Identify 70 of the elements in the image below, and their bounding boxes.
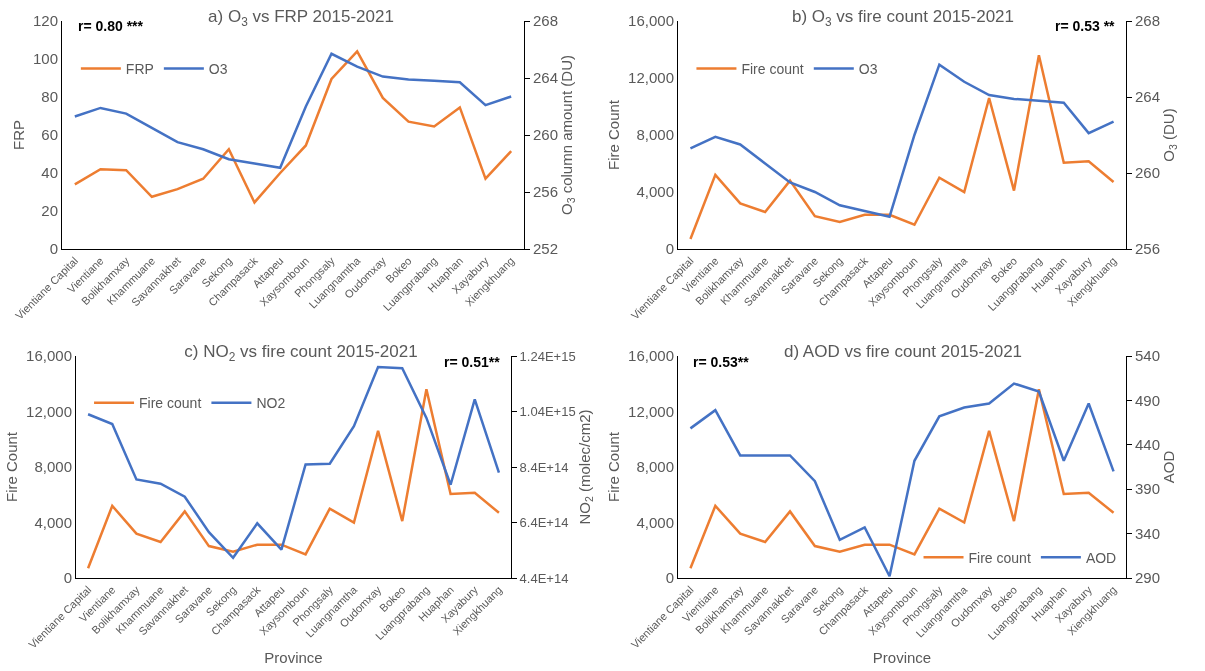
y-tick-label: 100 <box>32 50 58 68</box>
y-tick-label: 8,000 <box>636 458 674 476</box>
y-tick-label: 0 <box>49 240 58 258</box>
legend-label: NO2 <box>256 395 286 412</box>
legend-label: Fire count <box>139 395 202 412</box>
legend-label: O3 <box>858 60 878 77</box>
annotation: r= 0.53 ** <box>1055 18 1116 34</box>
line-series <box>73 52 513 170</box>
annotation: r= 0.53** <box>693 354 750 370</box>
y2-tick-label: 490 <box>1135 391 1161 409</box>
x-axis-title: Province <box>872 648 932 666</box>
y-tick-label: 40 <box>41 164 58 182</box>
legend-label: O3 <box>208 60 228 77</box>
legend-label: Fire count <box>741 60 804 77</box>
y2-tick-label: 340 <box>1135 524 1161 542</box>
y-axis-title: FRP <box>10 120 28 150</box>
y2-tick-label: 268 <box>533 12 559 30</box>
y2-tick-label: 268 <box>1135 12 1161 30</box>
y2-tick-label: 390 <box>1135 480 1161 498</box>
y2-tick-label: 256 <box>1135 240 1161 258</box>
chart-title: a) O$_{3}$ vs FRP 2015-2021 <box>208 6 394 29</box>
annotation: r= 0.80 *** <box>78 18 144 34</box>
y-tick-label: 80 <box>41 88 58 106</box>
line-series <box>73 50 513 204</box>
y2-tick-label: 252 <box>533 240 559 258</box>
y-tick-label: 120 <box>32 12 58 30</box>
y-tick-label: 0 <box>63 569 72 587</box>
y-tick-label: 20 <box>41 202 58 220</box>
y2-tick-label: 1.24E+15 <box>519 348 576 364</box>
y-tick-label: 16,000 <box>26 347 72 365</box>
y2-tick-label: 256 <box>533 183 559 201</box>
y-tick-label: 12,000 <box>628 402 674 420</box>
y-tick-label: 0 <box>665 569 674 587</box>
y2-tick-label: 440 <box>1135 436 1161 454</box>
y-tick-label: 60 <box>41 126 58 144</box>
y2-tick-label: 264 <box>533 69 559 87</box>
y2-tick-label: 264 <box>1135 88 1161 106</box>
chart-title: d) AOD vs fire count 2015-2021 <box>783 341 1023 361</box>
y-tick-label: 16,000 <box>628 347 674 365</box>
y2-axis-title: AOD <box>1160 450 1178 484</box>
x-axis-title: Province <box>264 648 323 666</box>
y2-tick-label: 540 <box>1135 347 1161 365</box>
y2-tick-label: 260 <box>1135 164 1161 182</box>
legend-label: Fire count <box>968 549 1031 566</box>
y-tick-label: 4,000 <box>34 513 72 531</box>
y-axis-title: Fire Count <box>605 431 623 503</box>
y-tick-label: 12,000 <box>628 69 674 87</box>
chart-title: b) O$_{3}$ vs fire count 2015-2021 <box>791 6 1015 29</box>
legend-label: AOD <box>1085 549 1117 566</box>
y2-tick-label: 6.4E+14 <box>519 515 569 531</box>
y-tick-label: 8,000 <box>636 126 674 144</box>
y-tick-label: 4,000 <box>636 513 674 531</box>
line-series <box>86 388 501 570</box>
y2-tick-label: 260 <box>533 126 559 144</box>
legend-label: FRP <box>125 60 154 77</box>
y2-tick-label: 1.04E+15 <box>519 404 576 420</box>
annotation: r= 0.51** <box>444 354 501 370</box>
y2-tick-label: 290 <box>1135 569 1161 587</box>
y-tick-label: 0 <box>665 240 674 258</box>
y2-tick-label: 8.4E+14 <box>519 459 569 475</box>
line-series <box>689 53 1115 241</box>
y-tick-label: 4,000 <box>636 183 674 201</box>
y-axis-title: Fire Count <box>3 431 21 503</box>
y-tick-label: 8,000 <box>34 458 72 476</box>
y2-tick-label: 4.4E+14 <box>519 570 569 586</box>
line-series <box>689 63 1115 218</box>
y-axis-title: Fire Count <box>605 99 623 171</box>
y-tick-label: 16,000 <box>628 12 674 30</box>
chart-title: c) NO$_{2}$ vs fire count 2015-2021 <box>184 341 418 364</box>
y-tick-label: 12,000 <box>26 402 72 420</box>
